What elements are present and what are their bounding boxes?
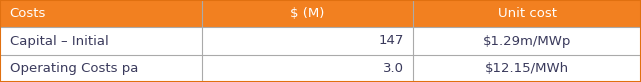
Text: $ (M): $ (M) [290,7,325,20]
Text: $1.29m/MWp: $1.29m/MWp [483,35,571,47]
Bar [413,27,641,55]
Bar [0,27,202,55]
Text: 147: 147 [378,35,404,47]
Bar [202,55,413,82]
Bar [0,55,202,82]
Text: Capital – Initial: Capital – Initial [10,35,108,47]
Bar [413,55,641,82]
Bar [413,0,641,27]
Text: 3.0: 3.0 [383,62,404,75]
Text: $12.15/MWh: $12.15/MWh [485,62,569,75]
Text: Unit cost: Unit cost [497,7,557,20]
Bar [202,0,413,27]
Bar [202,27,413,55]
Bar [0,0,202,27]
Text: Operating Costs pa: Operating Costs pa [10,62,138,75]
Text: Costs: Costs [10,7,46,20]
